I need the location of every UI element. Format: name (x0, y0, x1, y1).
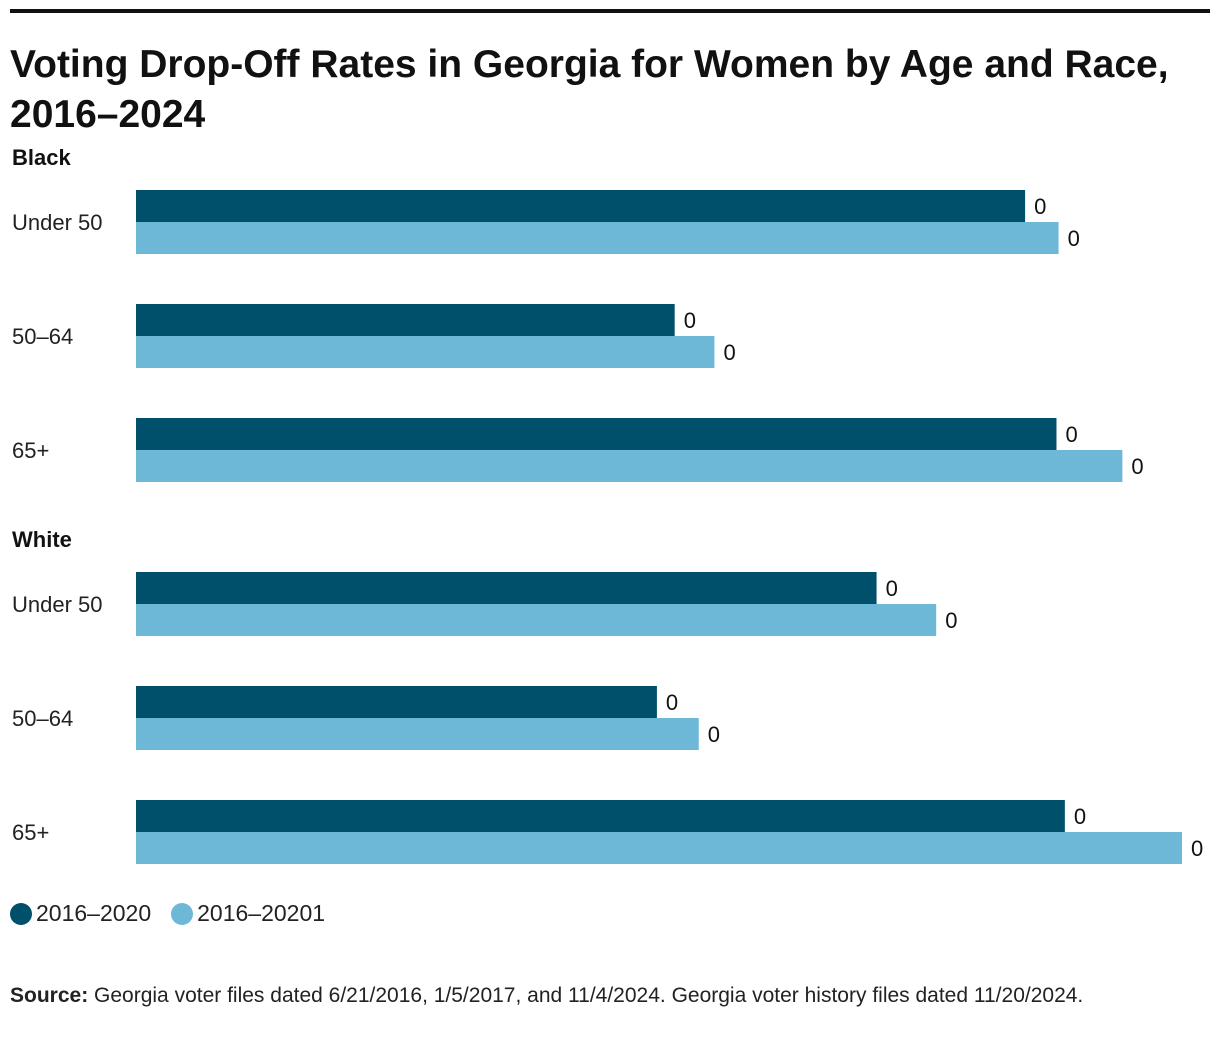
group-label-black: Black (12, 145, 71, 170)
data-label-white-2-series-2: 0 (1191, 836, 1203, 861)
bar-white-2-series-2 (136, 832, 1182, 864)
category-label-black-1: 50–64 (12, 324, 73, 349)
data-label-white-1-series-2: 0 (708, 722, 720, 747)
legend: 2016–2020 2016–20201 (10, 900, 345, 927)
legend-label-series-2: 2016–20201 (197, 900, 326, 926)
bar-black-1-series-1 (136, 304, 675, 336)
category-label-white-2: 65+ (12, 820, 49, 845)
data-label-white-1-series-1: 0 (666, 690, 678, 715)
group-label-white: White (12, 527, 72, 552)
source-note: Source: Georgia voter files dated 6/21/2… (10, 980, 1160, 1011)
bar-white-2-series-1 (136, 800, 1065, 832)
chart-title: Voting Drop-Off Rates in Georgia for Wom… (10, 43, 1169, 136)
data-label-black-0-series-2: 0 (1068, 226, 1080, 251)
data-label-black-1-series-1: 0 (684, 308, 696, 333)
data-label-black-0-series-1: 0 (1034, 194, 1046, 219)
category-label-white-1: 50–64 (12, 706, 73, 731)
legend-swatch-series-1 (10, 902, 32, 925)
bar-black-2-series-1 (136, 418, 1057, 450)
legend-label-series-1: 2016–2020 (36, 900, 152, 926)
source-label: Source: (10, 984, 89, 1007)
source-text: Georgia voter files dated 6/21/2016, 1/5… (88, 984, 1084, 1007)
bar-white-1-series-2 (136, 718, 699, 750)
bar-black-1-series-2 (136, 336, 715, 368)
bar-black-0-series-2 (136, 222, 1059, 254)
legend-item-series-2: 2016–20201 (171, 900, 325, 927)
data-label-black-2-series-2: 0 (1131, 454, 1143, 479)
bar-white-0-series-1 (136, 572, 877, 604)
legend-swatch-series-2 (171, 902, 194, 925)
category-label-black-2: 65+ (12, 438, 49, 463)
data-label-white-2-series-1: 0 (1074, 804, 1086, 829)
category-label-white-0: Under 50 (12, 592, 103, 617)
data-label-black-2-series-1: 0 (1065, 422, 1077, 447)
bar-black-2-series-2 (136, 450, 1123, 482)
bar-white-0-series-2 (136, 604, 937, 636)
data-label-white-0-series-1: 0 (886, 576, 898, 601)
legend-item-series-1: 2016–2020 (10, 900, 151, 927)
category-label-black-0: Under 50 (12, 210, 103, 235)
data-label-white-0-series-2: 0 (945, 608, 957, 633)
bar-white-1-series-1 (136, 686, 657, 718)
data-label-black-1-series-2: 0 (723, 340, 735, 365)
bar-black-0-series-1 (136, 190, 1026, 222)
top-rule (10, 9, 1210, 13)
